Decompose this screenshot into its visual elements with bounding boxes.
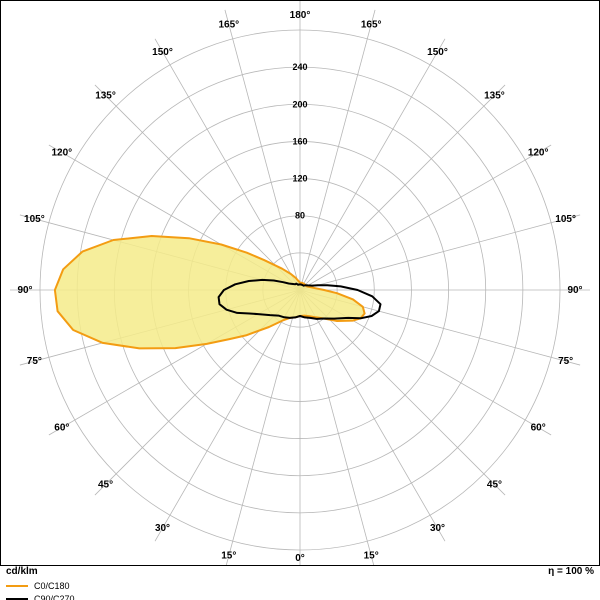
- svg-text:180°: 180°: [290, 10, 311, 21]
- legend-item-c0: C0/C180: [6, 580, 594, 592]
- svg-text:200: 200: [292, 99, 307, 109]
- svg-text:165°: 165°: [361, 19, 382, 30]
- svg-text:105°: 105°: [555, 214, 576, 225]
- svg-text:0°: 0°: [295, 553, 305, 564]
- legend-swatch-c0: [6, 585, 28, 587]
- svg-text:30°: 30°: [155, 523, 170, 534]
- legend-label-c90: C90/C270: [34, 593, 75, 600]
- svg-text:120°: 120°: [528, 148, 549, 159]
- svg-text:160: 160: [292, 136, 307, 146]
- svg-text:135°: 135°: [95, 91, 116, 102]
- svg-text:150°: 150°: [152, 47, 173, 58]
- svg-text:165°: 165°: [218, 19, 239, 30]
- svg-text:120: 120: [292, 174, 307, 184]
- svg-text:90°: 90°: [17, 285, 32, 296]
- svg-text:240: 240: [292, 62, 307, 72]
- svg-text:30°: 30°: [430, 523, 445, 534]
- legend-label-c0: C0/C180: [34, 580, 70, 592]
- svg-text:135°: 135°: [484, 91, 505, 102]
- svg-text:45°: 45°: [98, 479, 113, 490]
- svg-text:80: 80: [295, 211, 305, 221]
- footer: cd/klm η = 100 % C0/C180 C90/C270: [0, 566, 600, 600]
- svg-text:105°: 105°: [24, 214, 45, 225]
- svg-text:15°: 15°: [221, 551, 236, 562]
- polar-svg: 80 120 160 200 240 0° 15° 30° 45° 60° 75° 90° 105° 12…: [0, 0, 600, 566]
- svg-text:150°: 150°: [427, 47, 448, 58]
- legend: C0/C180 C90/C270: [0, 578, 600, 600]
- svg-text:75°: 75°: [27, 356, 42, 367]
- svg-text:60°: 60°: [531, 423, 546, 434]
- svg-text:90°: 90°: [567, 285, 582, 296]
- efficiency-label: η = 100 %: [548, 566, 594, 578]
- svg-text:75°: 75°: [558, 356, 573, 367]
- svg-text:120°: 120°: [51, 148, 72, 159]
- svg-text:60°: 60°: [54, 423, 69, 434]
- svg-text:15°: 15°: [364, 551, 379, 562]
- svg-text:45°: 45°: [487, 479, 502, 490]
- units-label: cd/klm: [6, 566, 38, 578]
- legend-item-c90: C90/C270: [6, 593, 594, 600]
- polar-chart: 80 120 160 200 240 0° 15° 30° 45° 60° 75° 90° 105° 12…: [0, 0, 600, 600]
